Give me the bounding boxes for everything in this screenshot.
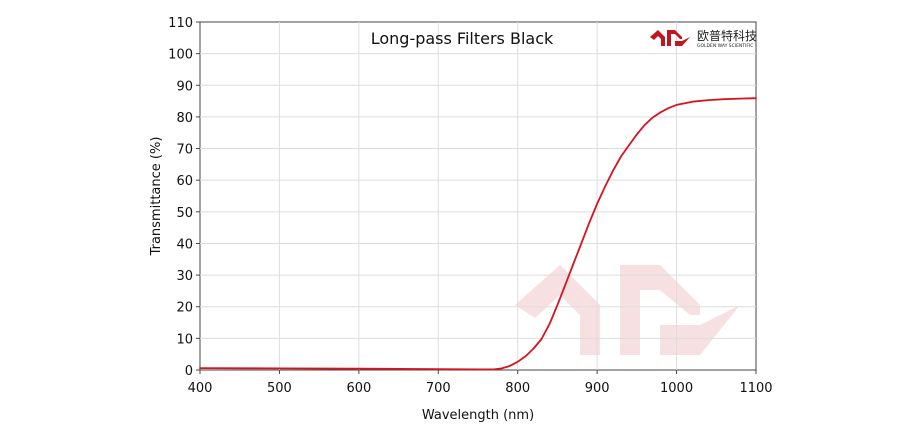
- y-tick-label: 50: [176, 206, 193, 221]
- x-tick-label: 700: [426, 381, 451, 396]
- x-tick-label: 1100: [739, 381, 772, 396]
- y-tick-label: 30: [176, 269, 193, 284]
- brand-logo: 欧普特科技 GOLDEN WAY SCIENTIFIC: [650, 28, 757, 49]
- y-tick-label: 40: [176, 237, 193, 252]
- y-tick-label: 60: [176, 174, 193, 189]
- brand-logo-en: GOLDEN WAY SCIENTIFIC: [697, 43, 753, 49]
- brand-logo-cn: 欧普特科技: [697, 28, 757, 43]
- grid-lines: [196, 21, 757, 374]
- x-tick-label: 600: [346, 381, 371, 396]
- chart-title: Long-pass Filters Black: [371, 29, 554, 48]
- x-tick-label: 800: [505, 381, 530, 396]
- x-tick-label: 1000: [660, 381, 693, 396]
- y-axis-title: Transmittance (%): [149, 137, 164, 257]
- x-tick-label: 400: [188, 381, 213, 396]
- y-tick-label: 20: [176, 301, 193, 316]
- tick-labels: 400 500 600 700 800 900 1000 1100 0 10 20 30 40 50 60 7…: [168, 16, 772, 396]
- y-tick-label: 100: [168, 48, 193, 63]
- y-tick-label: 70: [176, 143, 193, 158]
- plot-area: [199, 21, 757, 371]
- x-tick-label: 500: [267, 381, 292, 396]
- x-axis-title: Wavelength (nm): [422, 408, 534, 423]
- series-group: [199, 97, 757, 371]
- x-tick-label: 900: [585, 381, 610, 396]
- watermark-logo: [515, 265, 740, 355]
- y-tick-label: 110: [168, 16, 193, 31]
- y-tick-label: 90: [176, 79, 193, 94]
- series-line-1: [199, 97, 757, 371]
- y-tick-label: 80: [176, 111, 193, 126]
- brand-logo-mark: [650, 30, 690, 46]
- y-tick-label: 10: [176, 332, 193, 347]
- y-tick-label: 0: [185, 364, 193, 379]
